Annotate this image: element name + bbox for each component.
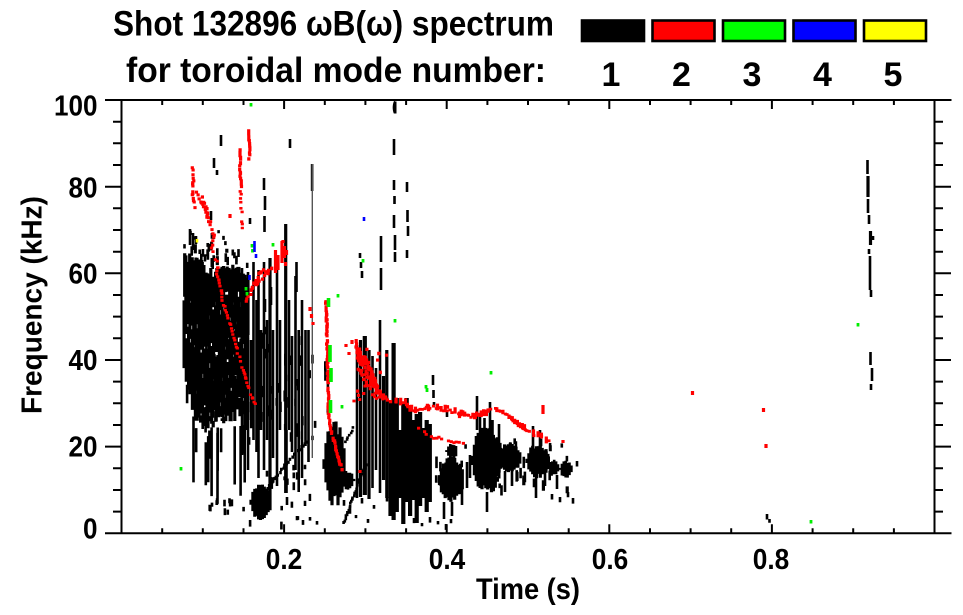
svg-text:0.8: 0.8 [753, 544, 790, 576]
svg-text:60: 60 [69, 259, 98, 291]
svg-text:0.4: 0.4 [429, 544, 466, 576]
svg-text:for toroidal mode number:: for toroidal mode number: [126, 50, 546, 90]
svg-text:Shot 132896 ωB(ω) spectrum: Shot 132896 ωB(ω) spectrum [113, 4, 554, 44]
svg-text:80: 80 [69, 172, 98, 204]
svg-text:20: 20 [69, 432, 98, 464]
svg-text:1: 1 [602, 56, 621, 94]
svg-text:3: 3 [743, 56, 762, 94]
svg-text:0.2: 0.2 [266, 544, 303, 576]
svg-text:4: 4 [813, 56, 832, 94]
svg-text:0.6: 0.6 [592, 544, 629, 576]
svg-text:100: 100 [54, 91, 98, 123]
svg-text:5: 5 [884, 56, 903, 94]
svg-text:2: 2 [672, 56, 691, 94]
svg-text:Time (s): Time (s) [476, 573, 580, 606]
svg-text:0: 0 [83, 513, 98, 545]
svg-text:40: 40 [69, 345, 98, 377]
svg-text:Frequency (kHz): Frequency (kHz) [17, 196, 49, 414]
